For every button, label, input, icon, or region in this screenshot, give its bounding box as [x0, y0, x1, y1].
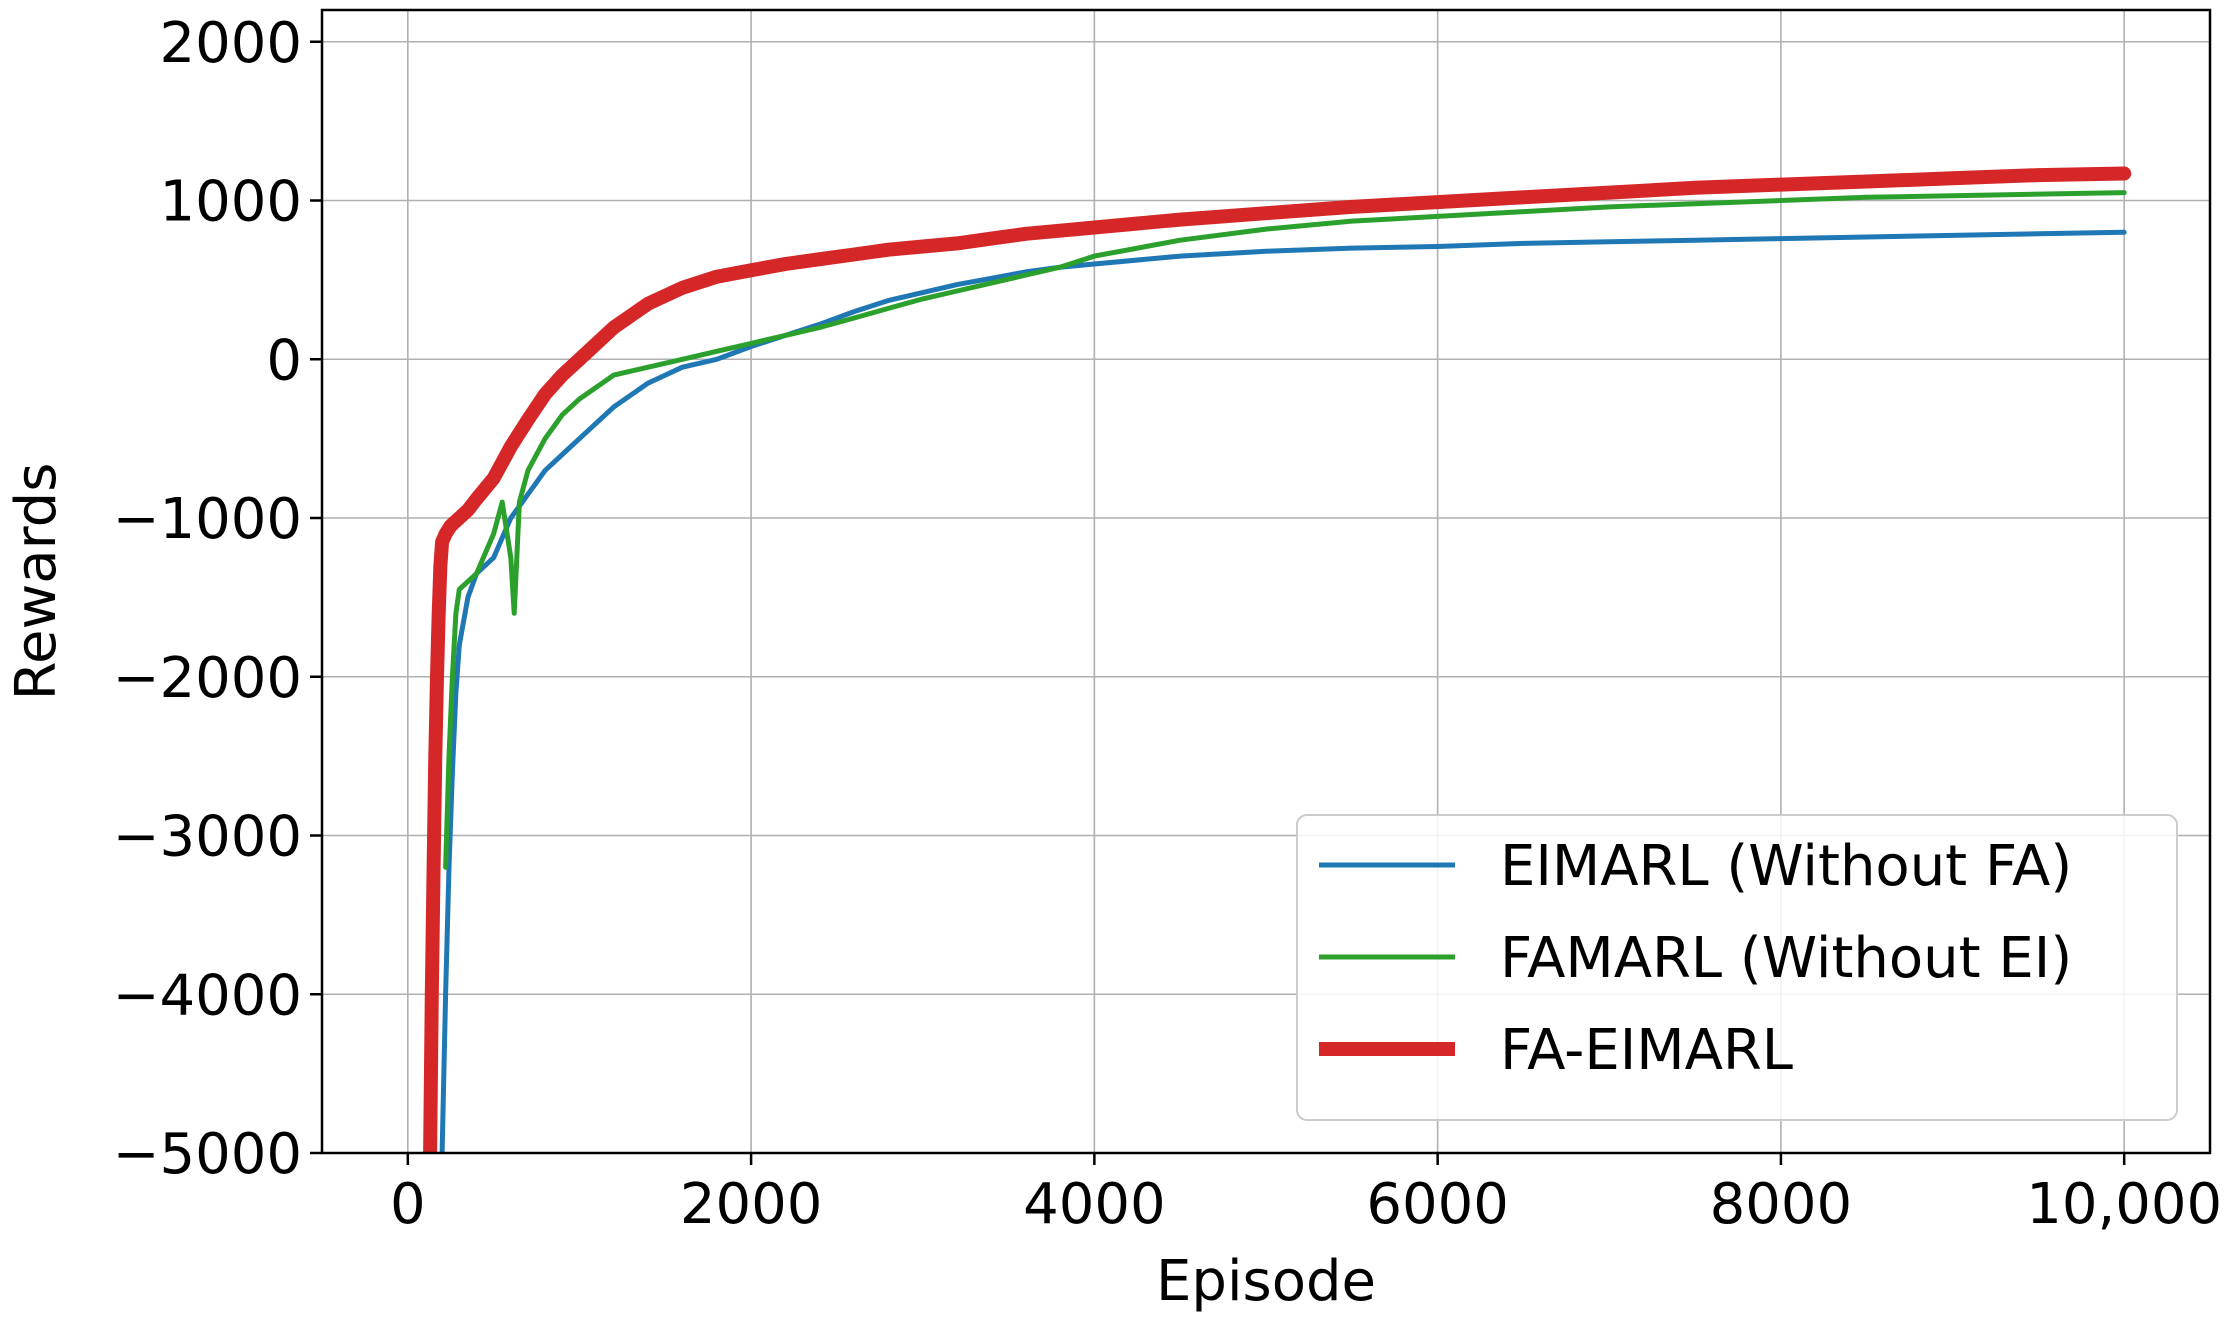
y-tick-label: 0	[266, 328, 302, 393]
legend: EIMARL (Without FA) FAMARL (Without EI) FA…	[1296, 814, 2178, 1121]
y-tick-label: 1000	[159, 170, 302, 235]
x-tick-label: 0	[390, 1172, 426, 1237]
y-tick-label: −3000	[113, 805, 302, 870]
x-axis-label: Episode	[1156, 1249, 1376, 1314]
y-tick-label: −4000	[113, 963, 302, 1028]
y-axis-label: Rewards	[4, 463, 69, 701]
legend-label: FAMARL (Without EI)	[1500, 926, 2072, 991]
legend-box	[1296, 814, 2178, 1121]
x-tick-label: 4000	[1023, 1172, 1166, 1237]
series-line-3	[423, 166, 2132, 1153]
plot-frame	[320, 8, 2212, 1155]
x-tick-label: 8000	[1710, 1172, 1853, 1237]
x-axis: 0 2000 4000 6000 8000 10,000	[390, 1153, 2222, 1237]
x-tick-label: 10,000	[2026, 1172, 2222, 1237]
series-line-1	[439, 229, 2127, 1153]
x-tick-label: 6000	[1366, 1172, 1509, 1237]
legend-label: EIMARL (Without FA)	[1500, 834, 2072, 899]
y-tick-label: −1000	[113, 487, 302, 552]
y-tick-label: 2000	[159, 11, 302, 76]
y-tick-label: −5000	[113, 1122, 302, 1187]
x-tick-label: 2000	[680, 1172, 823, 1237]
series-line-2	[443, 190, 2127, 870]
legend-label: FA-EIMARL	[1500, 1018, 1793, 1083]
grid	[322, 10, 2210, 1154]
y-axis: −5000 −4000 −3000 −2000 −1000 0 1000 2000	[113, 11, 322, 1187]
series-layer	[423, 166, 2132, 1153]
y-tick-label: −2000	[113, 646, 302, 711]
